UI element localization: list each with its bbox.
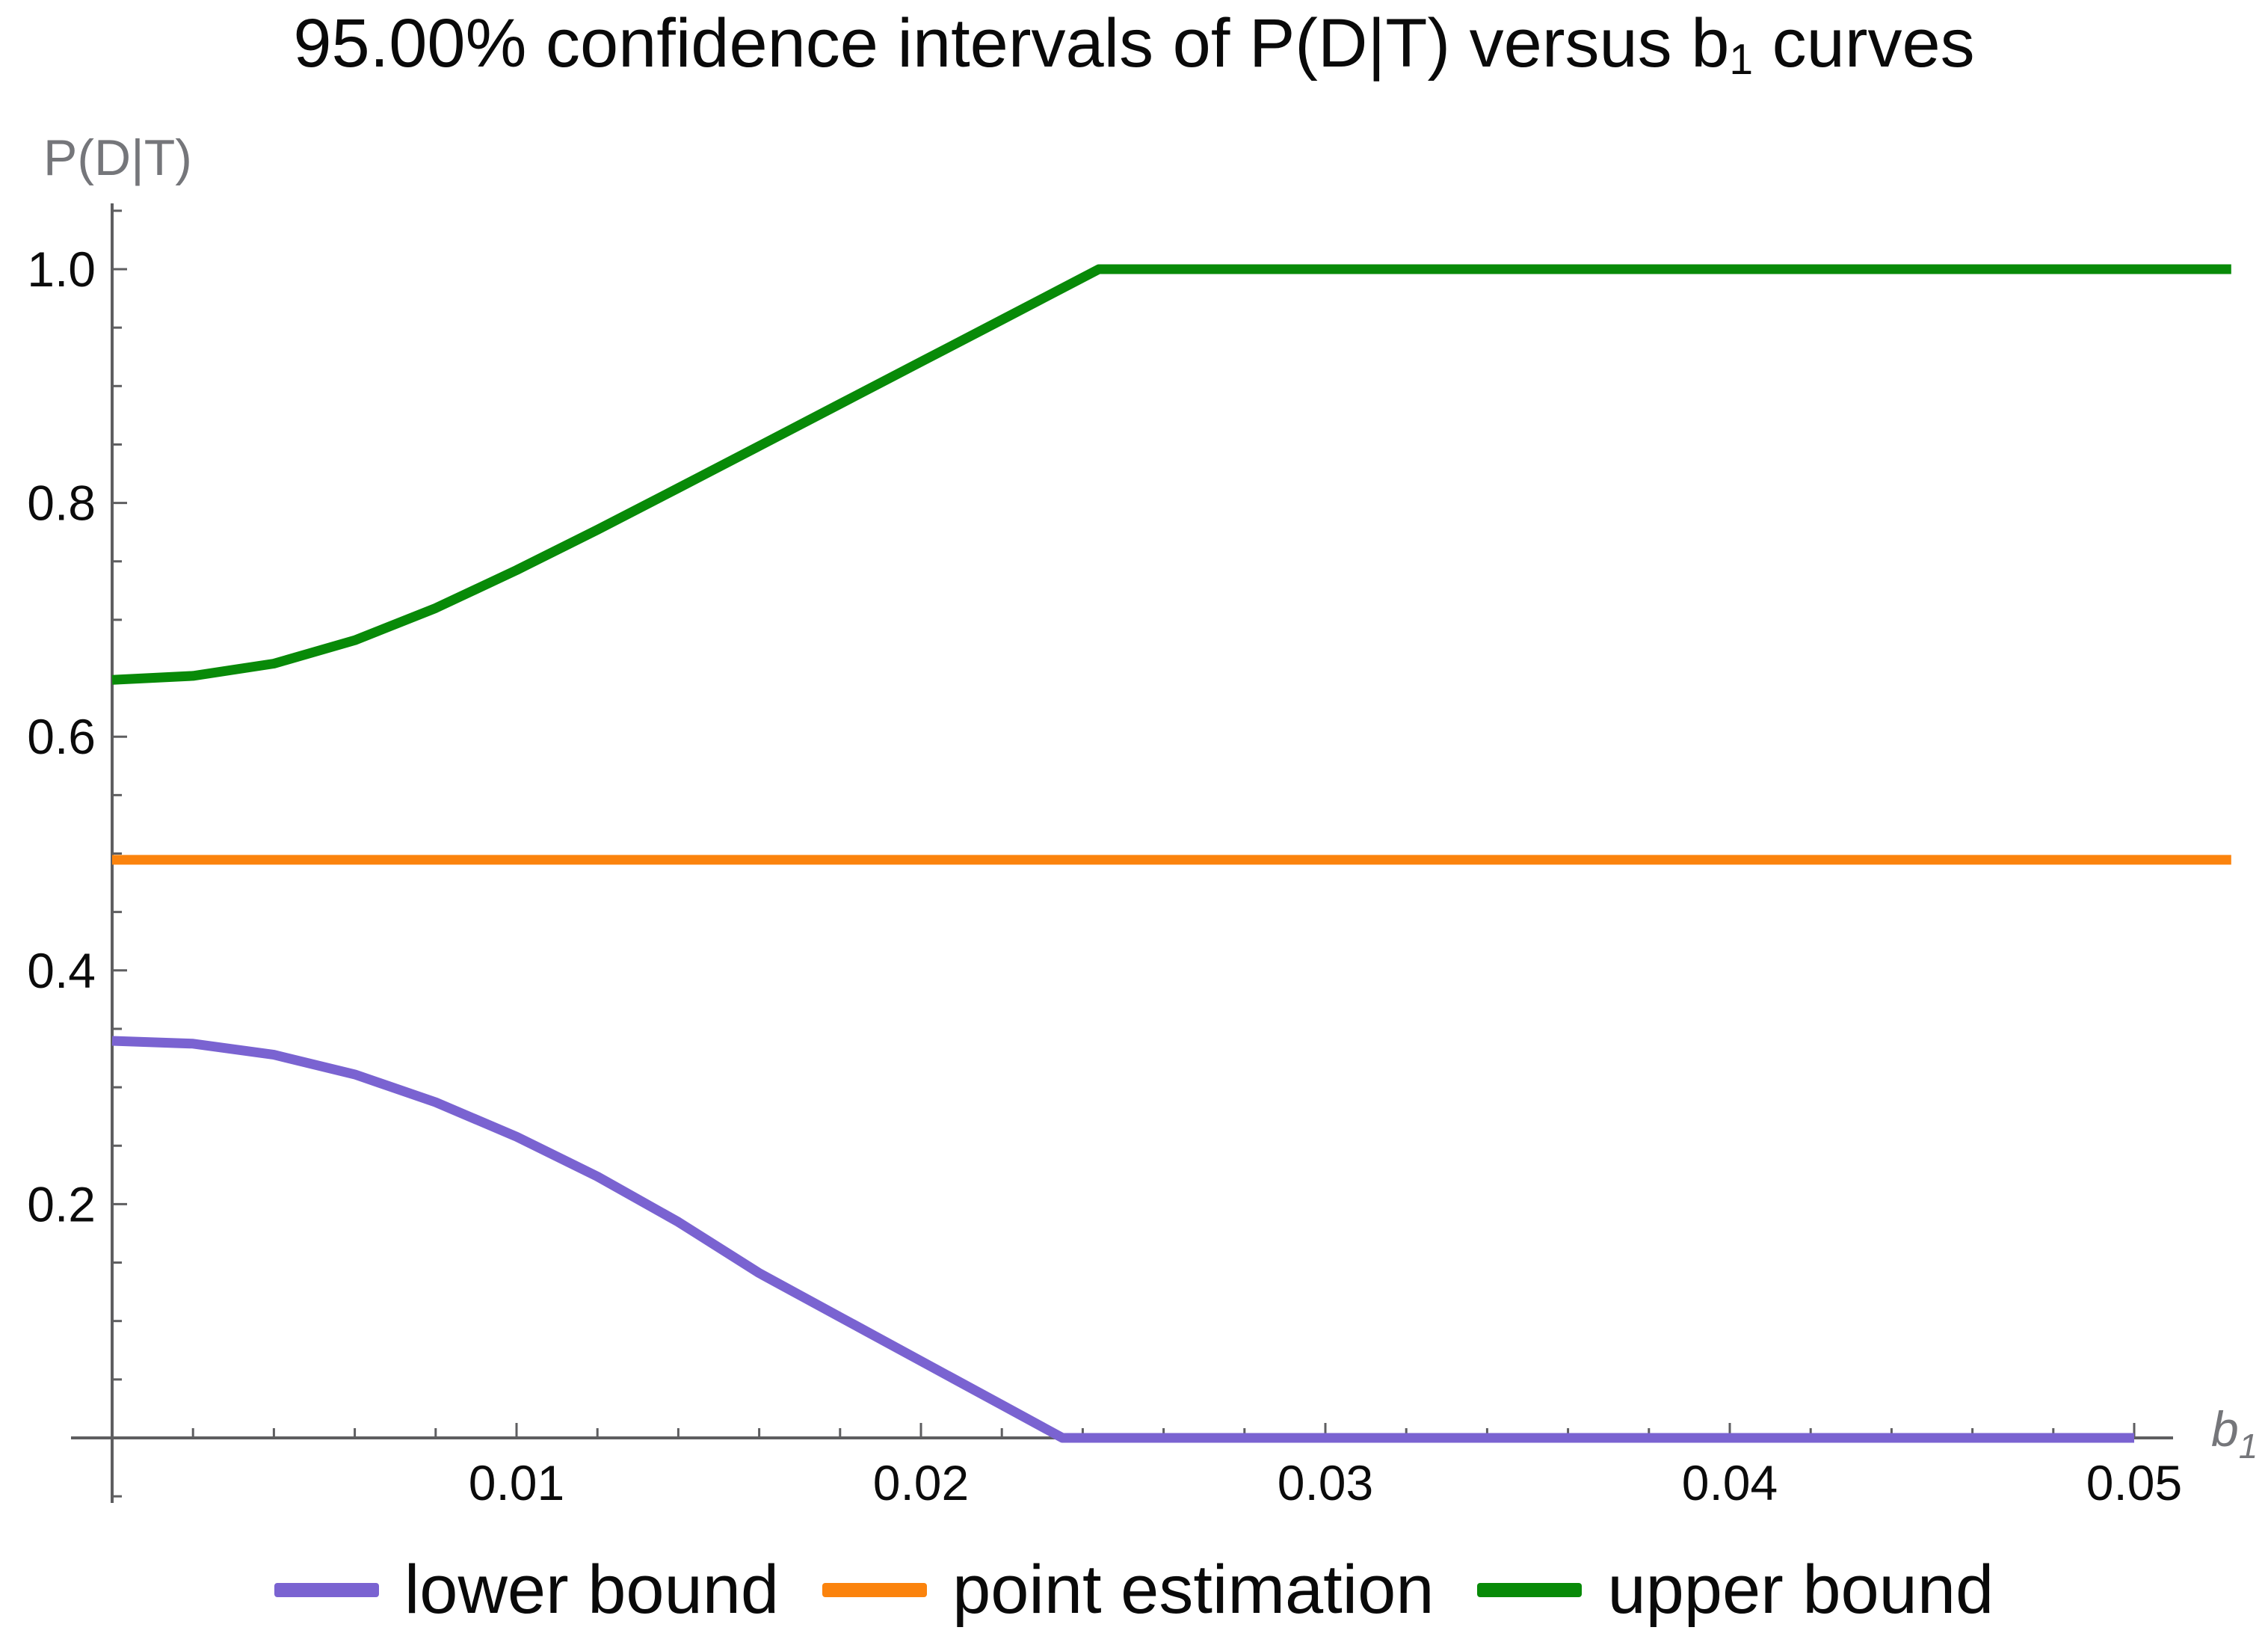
axes	[71, 203, 2173, 1503]
x-tick-label: 0.03	[1278, 1455, 1373, 1510]
legend-swatch-point-estimation	[822, 1582, 928, 1597]
x-tick-label: 0.01	[469, 1455, 564, 1510]
x-axis-ticks: 0.01 0.02 0.03 0.04 0.05	[191, 1423, 2182, 1510]
y-axis-ticks: 0.2 0.4 0.6 0.8 1.0	[27, 209, 127, 1498]
y-axis-label: P(D|T)	[43, 129, 192, 186]
series-lower-bound	[111, 1036, 2134, 1443]
x-tick-label: 0.04	[1682, 1455, 1778, 1510]
legend-swatch-upper-bound	[1477, 1582, 1583, 1597]
legend-label-point-estimation: point estimation	[952, 1552, 1435, 1628]
chart-title-prefix: 95.00% confidence intervals of P(D|T) ve…	[293, 5, 1730, 82]
y-tick-label: 0.6	[27, 709, 96, 764]
legend-item-upper-bound: upper bound	[1477, 1555, 1994, 1624]
legend-swatch-lower-bound	[274, 1582, 379, 1597]
series-upper-bound	[111, 264, 2231, 685]
chart-title-suffix: curves	[1753, 5, 1975, 82]
legend-label-upper-bound: upper bound	[1607, 1552, 1994, 1628]
y-tick-label: 0.8	[27, 476, 96, 531]
y-tick-label: 0.4	[27, 943, 96, 998]
y-tick-label: 0.2	[27, 1176, 96, 1232]
legend-label-lower-bound: lower bound	[404, 1552, 780, 1628]
legend-item-point-estimation: point estimation	[822, 1555, 1434, 1624]
x-tick-label: 0.02	[873, 1455, 969, 1510]
x-tick-label: 0.05	[2086, 1455, 2182, 1510]
chart-legend: lower bound point estimation upper bound	[0, 1555, 2268, 1624]
x-axis-label: b1	[2211, 1401, 2258, 1466]
y-tick-label: 1.0	[27, 242, 96, 297]
legend-item-lower-bound: lower bound	[274, 1555, 779, 1624]
chart-title: 95.00% confidence intervals of P(D|T) ve…	[0, 4, 2268, 84]
chart-title-subscript: 1	[1729, 36, 1754, 84]
